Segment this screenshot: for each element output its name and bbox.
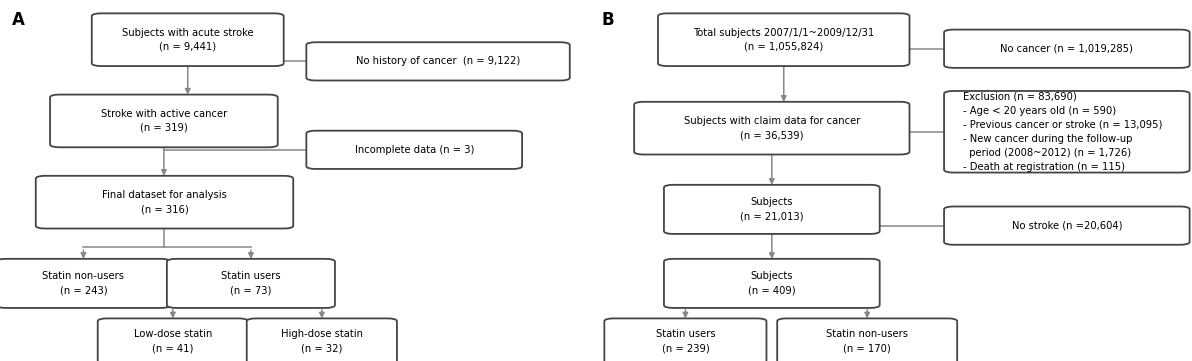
FancyBboxPatch shape xyxy=(50,95,278,147)
Text: No stroke (n =20,604): No stroke (n =20,604) xyxy=(1012,221,1122,231)
FancyBboxPatch shape xyxy=(664,259,880,308)
FancyBboxPatch shape xyxy=(306,131,522,169)
FancyBboxPatch shape xyxy=(98,318,248,361)
Text: Statin non-users
(n = 243): Statin non-users (n = 243) xyxy=(43,271,124,295)
Text: Subjects
(n = 409): Subjects (n = 409) xyxy=(749,271,795,295)
Text: Final dataset for analysis
(n = 316): Final dataset for analysis (n = 316) xyxy=(103,190,226,214)
FancyBboxPatch shape xyxy=(92,13,284,66)
FancyBboxPatch shape xyxy=(167,259,335,308)
FancyBboxPatch shape xyxy=(247,318,397,361)
Text: B: B xyxy=(602,11,615,29)
FancyBboxPatch shape xyxy=(777,318,957,361)
FancyBboxPatch shape xyxy=(944,206,1190,245)
Text: A: A xyxy=(12,11,25,29)
Text: Subjects with acute stroke
(n = 9,441): Subjects with acute stroke (n = 9,441) xyxy=(122,28,254,52)
Text: Statin users
(n = 73): Statin users (n = 73) xyxy=(221,271,281,295)
Text: Exclusion (n = 83,690)
- Age < 20 years old (n = 590)
- Previous cancer or strok: Exclusion (n = 83,690) - Age < 20 years … xyxy=(963,92,1162,172)
FancyBboxPatch shape xyxy=(306,42,570,81)
Text: Statin users
(n = 239): Statin users (n = 239) xyxy=(656,329,715,353)
FancyBboxPatch shape xyxy=(604,318,766,361)
Text: Subjects with claim data for cancer
(n = 36,539): Subjects with claim data for cancer (n =… xyxy=(684,116,859,140)
Text: Stroke with active cancer
(n = 319): Stroke with active cancer (n = 319) xyxy=(101,109,226,133)
Text: High-dose statin
(n = 32): High-dose statin (n = 32) xyxy=(281,329,362,353)
Text: Low-dose statin
(n = 41): Low-dose statin (n = 41) xyxy=(134,329,212,353)
FancyBboxPatch shape xyxy=(36,176,293,229)
FancyBboxPatch shape xyxy=(944,30,1190,68)
FancyBboxPatch shape xyxy=(0,259,170,308)
Text: Statin non-users
(n = 170): Statin non-users (n = 170) xyxy=(826,329,908,353)
FancyBboxPatch shape xyxy=(664,185,880,234)
FancyBboxPatch shape xyxy=(658,13,909,66)
FancyBboxPatch shape xyxy=(944,91,1190,173)
Text: Total subjects 2007/1/1~2009/12/31
(n = 1,055,824): Total subjects 2007/1/1~2009/12/31 (n = … xyxy=(693,28,875,52)
Text: Subjects
(n = 21,013): Subjects (n = 21,013) xyxy=(740,197,803,221)
Text: No history of cancer  (n = 9,122): No history of cancer (n = 9,122) xyxy=(356,56,520,66)
FancyBboxPatch shape xyxy=(634,102,909,155)
Text: Incomplete data (n = 3): Incomplete data (n = 3) xyxy=(354,145,474,155)
Text: No cancer (n = 1,019,285): No cancer (n = 1,019,285) xyxy=(1000,44,1134,54)
